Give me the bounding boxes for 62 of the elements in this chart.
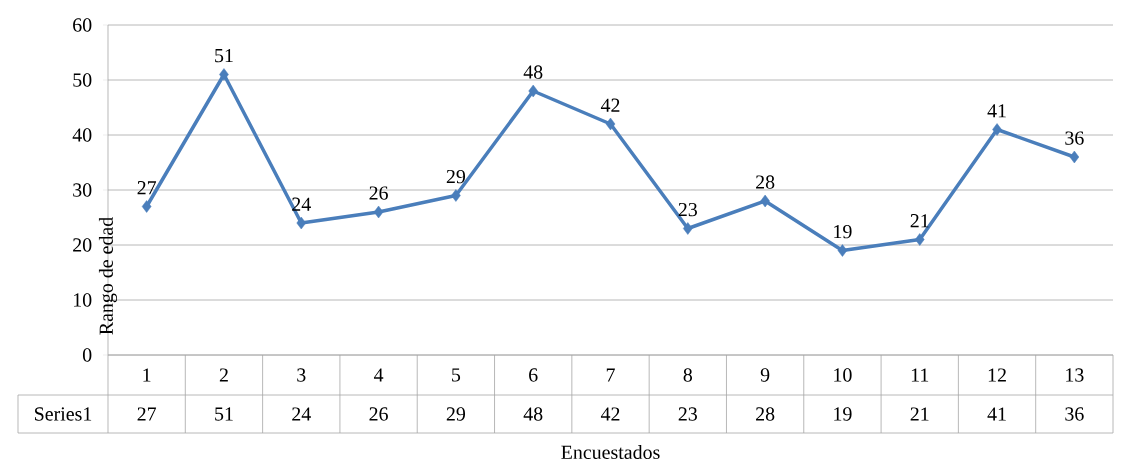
x-tick-label: 12 bbox=[988, 368, 1006, 382]
x-tick-label: 10 bbox=[834, 368, 852, 382]
text: 29 bbox=[446, 169, 466, 184]
text: 41 bbox=[987, 104, 1006, 118]
text: 28 bbox=[756, 175, 775, 189]
point bbox=[683, 222, 693, 235]
data-label: 51 bbox=[215, 407, 233, 421]
y-axis-title: Rango de edad bbox=[98, 217, 118, 335]
data-label: 24 bbox=[292, 407, 311, 421]
data-label: 36 bbox=[1065, 407, 1084, 421]
text: 51 bbox=[215, 48, 233, 63]
text: 26 bbox=[369, 186, 388, 200]
y-tick-label: 40 bbox=[72, 128, 92, 142]
x-tick-label: 2 bbox=[219, 368, 228, 382]
data-label: 42 bbox=[600, 407, 620, 421]
x-tick-label: 4 bbox=[373, 368, 384, 382]
x-axis-title: Encuestados bbox=[561, 444, 660, 460]
y-tick-label: 60 bbox=[73, 18, 92, 32]
data-label: 23 bbox=[678, 407, 697, 421]
point bbox=[528, 84, 538, 98]
point bbox=[219, 68, 229, 81]
x-tick-label: 5 bbox=[452, 368, 461, 382]
y-tick-label: 30 bbox=[73, 183, 92, 197]
point bbox=[992, 123, 1002, 136]
data-label: 28 bbox=[756, 407, 775, 421]
x-tick-label: 8 bbox=[683, 368, 693, 382]
x-tick-label: 3 bbox=[297, 368, 306, 382]
y-tick-label: 0 bbox=[82, 348, 92, 362]
point bbox=[451, 189, 461, 202]
x-tick-label: 13 bbox=[1066, 368, 1084, 382]
text: 36 bbox=[1065, 131, 1084, 145]
y-tick-label: 20 bbox=[73, 238, 92, 252]
data-label: 21 bbox=[910, 407, 929, 421]
x-tick-label: 11 bbox=[911, 368, 929, 382]
point bbox=[373, 205, 384, 219]
data-label: 29 bbox=[446, 407, 466, 421]
data-label: 19 bbox=[834, 407, 852, 421]
y-tick-label: 50 bbox=[73, 73, 92, 87]
x-tick-label: 1 bbox=[143, 368, 151, 382]
point bbox=[837, 244, 848, 257]
text: 23 bbox=[678, 202, 697, 217]
text: 42 bbox=[600, 98, 620, 112]
y-tick-label: 10 bbox=[73, 293, 92, 307]
point bbox=[141, 200, 152, 213]
data-label: 26 bbox=[369, 407, 388, 421]
text: 27 bbox=[137, 181, 157, 195]
text: 24 bbox=[292, 197, 311, 211]
data-label: 48 bbox=[523, 407, 543, 421]
point bbox=[1069, 150, 1080, 164]
point bbox=[296, 216, 307, 230]
point bbox=[914, 233, 925, 246]
data-label: 27 bbox=[137, 407, 157, 421]
x-tick-label: 9 bbox=[760, 368, 770, 382]
data-label: 41 bbox=[987, 407, 1006, 421]
text: 21 bbox=[910, 214, 929, 228]
x-tick-label: 6 bbox=[529, 368, 538, 382]
text: Series1 bbox=[35, 407, 92, 421]
text: 48 bbox=[523, 65, 543, 79]
point bbox=[605, 117, 616, 131]
x-tick-label: 7 bbox=[606, 368, 615, 382]
point bbox=[760, 194, 770, 208]
text: 19 bbox=[834, 224, 852, 239]
